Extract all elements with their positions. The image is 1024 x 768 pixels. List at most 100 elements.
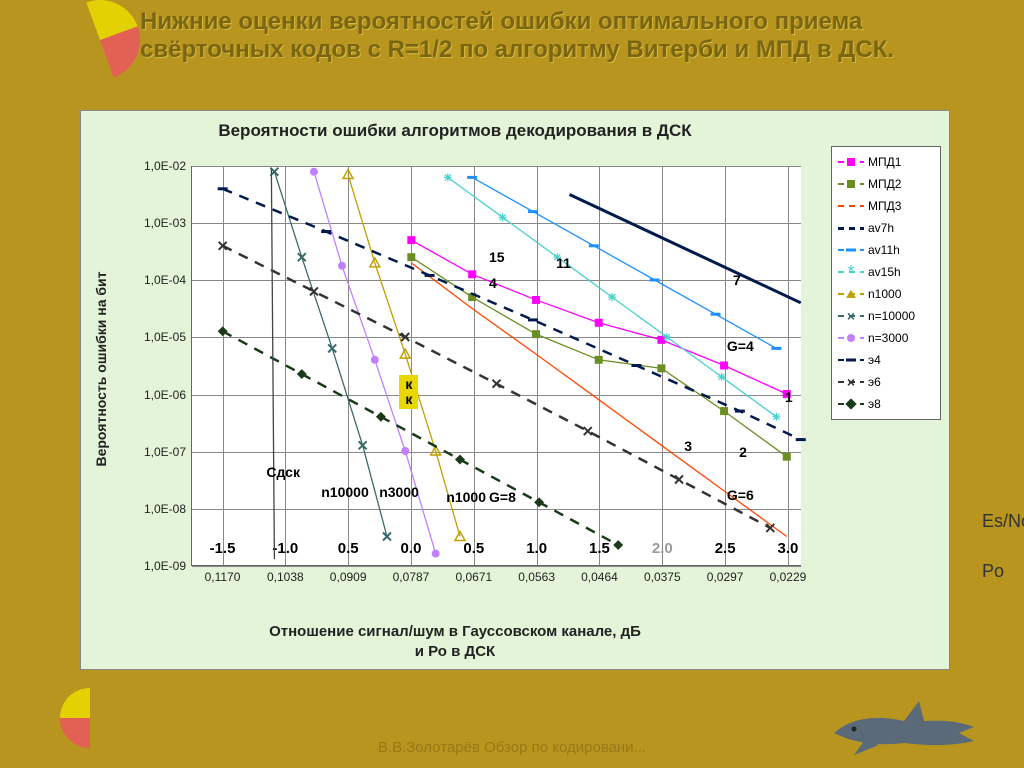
legend-label: n=3000 bbox=[868, 331, 908, 345]
marker-mpd2 bbox=[783, 453, 791, 461]
marker-e6 bbox=[219, 242, 227, 250]
series-sdsk bbox=[271, 169, 274, 559]
marker-mpd2 bbox=[407, 253, 415, 261]
legend-item: n1000 bbox=[838, 283, 934, 305]
legend-label: МПД3 bbox=[868, 199, 901, 213]
legend: МПД1 МПД2 МПД3 av7h av11h *av15h n1000 ×n=10000… bbox=[831, 146, 941, 420]
x-tick-po: 0,1170 bbox=[205, 570, 241, 584]
legend-item: ×э6 bbox=[838, 371, 934, 393]
legend-item: МПД3 bbox=[838, 195, 934, 217]
marker-mpd1 bbox=[720, 362, 728, 370]
legend-item: ×n=10000 bbox=[838, 305, 934, 327]
plot-area: 1,0E-021,0E-031,0E-041,0E-051,0E-061,0E-… bbox=[191, 166, 801, 566]
legend-label: av15h bbox=[868, 265, 901, 279]
chart-title: Вероятности ошибки алгоритмов декодирова… bbox=[81, 121, 829, 141]
series-e8 bbox=[223, 331, 619, 545]
x-tick-po: 0,0229 bbox=[770, 570, 807, 584]
marker-n10000 bbox=[359, 441, 367, 449]
y-tick: 1,0E-03 bbox=[144, 216, 186, 230]
x-tick-po: 0,0464 bbox=[581, 570, 618, 584]
marker-av15h bbox=[553, 253, 561, 261]
y-tick: 1,0E-08 bbox=[144, 502, 186, 516]
legend-label: э4 bbox=[868, 353, 881, 367]
legend-label: n=10000 bbox=[868, 309, 915, 323]
marker-av15h bbox=[663, 333, 671, 341]
x-tick-po: 0,1038 bbox=[267, 570, 304, 584]
marker-mpd1 bbox=[783, 390, 791, 398]
marker-n3000 bbox=[338, 262, 346, 270]
y-tick: 1,0E-06 bbox=[144, 388, 186, 402]
legend-item: n=3000 bbox=[838, 327, 934, 349]
side-label-po: Po bbox=[982, 561, 1004, 582]
marker-n10000 bbox=[298, 253, 306, 261]
marker-av15h bbox=[718, 373, 726, 381]
marker-n10000 bbox=[383, 533, 391, 541]
legend-item: МПД1 bbox=[838, 151, 934, 173]
legend-label: av7h bbox=[868, 221, 894, 235]
legend-item: *av15h bbox=[838, 261, 934, 283]
y-tick: 1,0E-02 bbox=[144, 159, 186, 173]
marker-av15h bbox=[499, 213, 507, 221]
y-tick: 1,0E-05 bbox=[144, 330, 186, 344]
marker-e6 bbox=[401, 333, 409, 341]
x-tick-po: 0,0563 bbox=[518, 570, 555, 584]
marker-mpd2 bbox=[720, 407, 728, 415]
marker-mpd1 bbox=[532, 296, 540, 304]
marker-e6 bbox=[584, 427, 592, 435]
x-tick-po: 0,0375 bbox=[644, 570, 681, 584]
chart-panel: Вероятности ошибки алгоритмов декодирова… bbox=[80, 110, 950, 670]
marker-av15h bbox=[444, 173, 452, 181]
x-tick-po: 0,0297 bbox=[707, 570, 744, 584]
marker-av15h bbox=[608, 293, 616, 301]
y-tick: 1,0E-09 bbox=[144, 559, 186, 573]
legend-label: МПД2 bbox=[868, 177, 901, 191]
x-axis-label: Отношение сигнал/шум в Гауссовском канал… bbox=[81, 622, 829, 661]
series-mpd3 bbox=[411, 263, 786, 537]
marker-e8 bbox=[376, 412, 386, 422]
y-tick: 1,0E-04 bbox=[144, 273, 186, 287]
marker-n3000 bbox=[401, 447, 409, 455]
marker-mpd1 bbox=[468, 270, 476, 278]
marker-n10000 bbox=[328, 344, 336, 352]
marker-mpd2 bbox=[532, 330, 540, 338]
y-tick: 1,0E-07 bbox=[144, 445, 186, 459]
slide-title: Нижние оценки вероятностей ошибки оптима… bbox=[140, 8, 1004, 63]
decoration-top bbox=[49, 0, 152, 91]
legend-label: э6 bbox=[868, 375, 881, 389]
marker-mpd2 bbox=[657, 364, 665, 372]
legend-label: n1000 bbox=[868, 287, 901, 301]
x-tick-po: 0,0671 bbox=[455, 570, 492, 584]
legend-label: av11h bbox=[868, 243, 900, 257]
marker-e8 bbox=[613, 540, 623, 550]
legend-item: э4 bbox=[838, 349, 934, 371]
shark-icon bbox=[824, 693, 984, 758]
side-label-esno: Es/No bbox=[982, 511, 1024, 532]
marker-e8 bbox=[534, 497, 544, 507]
series-svg bbox=[192, 166, 801, 565]
marker-e8 bbox=[297, 369, 307, 379]
legend-item: av11h bbox=[838, 239, 934, 261]
series-mpd1 bbox=[411, 240, 786, 394]
marker-n3000 bbox=[310, 168, 318, 176]
marker-e6 bbox=[675, 476, 683, 484]
series-n1000 bbox=[348, 175, 460, 537]
marker-mpd1 bbox=[595, 319, 603, 327]
marker-e6 bbox=[493, 380, 501, 388]
marker-n3000 bbox=[371, 356, 379, 364]
legend-item: av7h bbox=[838, 217, 934, 239]
marker-e8 bbox=[218, 326, 228, 336]
series-av7h bbox=[570, 195, 801, 303]
legend-item: МПД2 bbox=[838, 173, 934, 195]
series-av11h bbox=[472, 177, 776, 348]
marker-n3000 bbox=[432, 550, 440, 558]
kk-box: кк bbox=[399, 375, 418, 410]
marker-mpd1 bbox=[407, 236, 415, 244]
legend-label: э8 bbox=[868, 397, 881, 411]
y-axis-label: Вероятность ошибки на бит bbox=[93, 199, 109, 539]
legend-item: э8 bbox=[838, 393, 934, 415]
marker-n1000 bbox=[343, 170, 353, 179]
x-tick-po: 0,0787 bbox=[393, 570, 430, 584]
legend-label: МПД1 bbox=[868, 155, 901, 169]
marker-av15h bbox=[772, 413, 780, 421]
marker-e8 bbox=[455, 455, 465, 465]
